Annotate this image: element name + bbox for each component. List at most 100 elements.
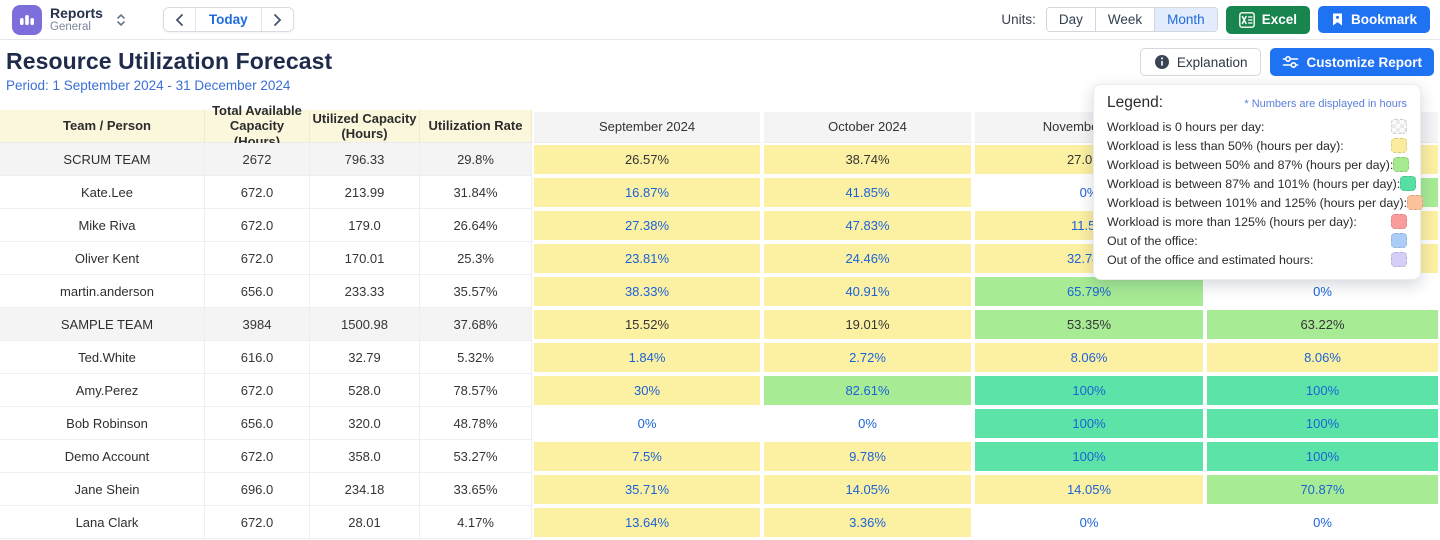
prev-period-button[interactable]	[163, 8, 195, 31]
info-icon	[1154, 54, 1170, 70]
column-header: September 2024	[532, 110, 762, 143]
legend-item: Workload is between 50% and 87% (hours p…	[1107, 155, 1410, 174]
units-week-button[interactable]: Week	[1094, 8, 1155, 31]
month-value-cell: 15.52%	[532, 308, 762, 341]
month-value-cell[interactable]: 14.05%	[762, 473, 973, 506]
month-value-cell[interactable]: 16.87%	[532, 176, 762, 209]
utilization-rate-cell: 78.57%	[420, 374, 532, 407]
utilized-cell: 1500.98	[310, 308, 420, 341]
person-row-name: Mike Riva	[0, 209, 205, 242]
capacity-cell: 656.0	[205, 407, 310, 440]
month-value-cell[interactable]: 40.91%	[762, 275, 973, 308]
next-period-button[interactable]	[260, 8, 293, 31]
legend-item-label: Out of the office and estimated hours:	[1107, 252, 1314, 267]
app-brand[interactable]: Reports General	[12, 4, 127, 35]
month-value-cell[interactable]: 1.84%	[532, 341, 762, 374]
utilized-cell: 358.0	[310, 440, 420, 473]
legend-item-label: Workload is between 87% and 101% (hours …	[1107, 176, 1401, 191]
month-value-cell[interactable]: 23.81%	[532, 242, 762, 275]
legend-popup: Legend: * Numbers are displayed in hours…	[1093, 84, 1424, 280]
person-row-name: Oliver Kent	[0, 242, 205, 275]
utilization-rate-cell: 29.8%	[420, 143, 532, 176]
month-value-cell[interactable]: 0%	[762, 407, 973, 440]
person-row-name: Lana Clark	[0, 506, 205, 539]
month-value-cell[interactable]: 13.64%	[532, 506, 762, 539]
month-value-cell[interactable]: 41.85%	[762, 176, 973, 209]
legend-item: Out of the office:	[1107, 231, 1407, 250]
month-value-cell[interactable]: 7.5%	[532, 440, 762, 473]
month-value-cell[interactable]: 0%	[1205, 275, 1440, 308]
month-value-cell[interactable]: 35.71%	[532, 473, 762, 506]
month-value-cell: 63.22%	[1205, 308, 1440, 341]
utilization-rate-cell: 53.27%	[420, 440, 532, 473]
customize-report-label: Customize Report	[1306, 54, 1422, 70]
utilized-cell: 179.0	[310, 209, 420, 242]
month-value-cell[interactable]: 2.72%	[762, 341, 973, 374]
month-value-cell[interactable]: 82.61%	[762, 374, 973, 407]
legend-item-label: Out of the office:	[1107, 233, 1198, 248]
month-value-cell[interactable]: 9.78%	[762, 440, 973, 473]
capacity-cell: 672.0	[205, 374, 310, 407]
month-value-cell[interactable]: 100%	[973, 440, 1205, 473]
page-title: Resource Utilization Forecast	[6, 48, 333, 74]
month-value-cell[interactable]: 0%	[532, 407, 762, 440]
utilized-cell: 320.0	[310, 407, 420, 440]
units-day-button[interactable]: Day	[1046, 8, 1095, 31]
month-value-cell[interactable]: 100%	[1205, 407, 1440, 440]
capacity-cell: 2672	[205, 143, 310, 176]
month-value-cell: 26.57%	[532, 143, 762, 176]
utilization-rate-cell: 26.64%	[420, 209, 532, 242]
month-value-cell[interactable]: 70.87%	[1205, 473, 1440, 506]
date-nav: Today	[162, 7, 294, 32]
month-value-cell[interactable]: 8.06%	[1205, 341, 1440, 374]
legend-color-swatch	[1391, 214, 1407, 229]
utilized-cell: 233.33	[310, 275, 420, 308]
excel-export-button[interactable]: Excel	[1225, 5, 1310, 34]
month-value-cell[interactable]: 27.38%	[532, 209, 762, 242]
chevron-up-down-icon[interactable]	[115, 12, 127, 28]
column-header: Team / Person	[0, 110, 205, 143]
explanation-button[interactable]: Explanation	[1139, 48, 1262, 76]
utilized-cell: 528.0	[310, 374, 420, 407]
utilization-rate-cell: 4.17%	[420, 506, 532, 539]
legend-item: Workload is between 87% and 101% (hours …	[1107, 174, 1417, 193]
utilized-cell: 170.01	[310, 242, 420, 275]
page-header: Resource Utilization Forecast Period: 1 …	[0, 40, 1440, 93]
month-value-cell[interactable]: 100%	[1205, 440, 1440, 473]
customize-report-button[interactable]: Customize Report	[1270, 48, 1434, 76]
legend-item-label: Workload is less than 50% (hours per day…	[1107, 138, 1344, 153]
column-header: October 2024	[762, 110, 973, 143]
capacity-cell: 672.0	[205, 440, 310, 473]
month-value-cell[interactable]: 100%	[973, 374, 1205, 407]
month-value-cell[interactable]: 0%	[1205, 506, 1440, 539]
legend-color-swatch	[1400, 176, 1417, 191]
person-row-name: Amy.Perez	[0, 374, 205, 407]
utilized-cell: 28.01	[310, 506, 420, 539]
bookmark-button[interactable]: Bookmark	[1317, 6, 1430, 33]
month-value-cell[interactable]: 30%	[532, 374, 762, 407]
month-value-cell[interactable]: 24.46%	[762, 242, 973, 275]
month-value-cell: 53.35%	[973, 308, 1205, 341]
excel-button-label: Excel	[1261, 12, 1297, 27]
person-row-name: martin.anderson	[0, 275, 205, 308]
month-value-cell[interactable]: 100%	[1205, 374, 1440, 407]
units-month-button[interactable]: Month	[1154, 8, 1217, 31]
legend-color-swatch	[1391, 119, 1407, 134]
explanation-button-label: Explanation	[1176, 54, 1248, 70]
month-value-cell[interactable]: 65.79%	[973, 275, 1205, 308]
legend-color-swatch	[1391, 252, 1407, 267]
legend-item-label: Workload is more than 125% (hours per da…	[1107, 214, 1357, 229]
month-value-cell[interactable]: 47.83%	[762, 209, 973, 242]
month-value-cell[interactable]: 14.05%	[973, 473, 1205, 506]
legend-item: Out of the office and estimated hours:	[1107, 250, 1407, 269]
month-value-cell[interactable]: 8.06%	[973, 341, 1205, 374]
month-value-cell[interactable]: 0%	[973, 506, 1205, 539]
person-row-name: Kate.Lee	[0, 176, 205, 209]
capacity-cell: 616.0	[205, 341, 310, 374]
team-row-name: SAMPLE TEAM	[0, 308, 205, 341]
utilized-cell: 32.79	[310, 341, 420, 374]
month-value-cell[interactable]: 100%	[973, 407, 1205, 440]
today-button[interactable]: Today	[194, 8, 261, 31]
month-value-cell[interactable]: 3.36%	[762, 506, 973, 539]
month-value-cell[interactable]: 38.33%	[532, 275, 762, 308]
